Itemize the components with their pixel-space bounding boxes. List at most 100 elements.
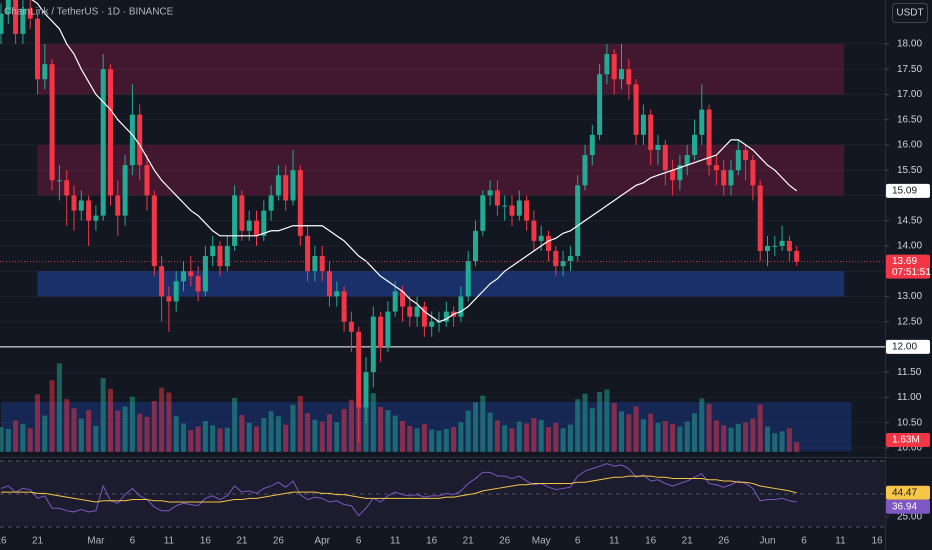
volume-bar [348, 399, 354, 452]
grid [0, 43, 885, 449]
x-tick-label: 21 [236, 536, 248, 547]
candle-body [210, 245, 216, 257]
volume-bar [151, 401, 157, 452]
candle-body [487, 190, 493, 196]
candle-body [5, 0, 11, 14]
candle-body [181, 271, 186, 282]
volume-bar [677, 426, 683, 452]
candle-body [465, 261, 471, 297]
candle-body [560, 261, 566, 267]
candle-body [575, 185, 581, 257]
volume-bar [49, 380, 55, 452]
candle-body [297, 170, 303, 236]
candle-body [421, 306, 427, 327]
volume-bar [604, 389, 610, 452]
volume-bar [319, 421, 325, 452]
x-tick-label: 6 [575, 536, 581, 547]
volume-bar [757, 404, 763, 452]
candle-body [786, 240, 792, 251]
volume-bar [743, 422, 749, 452]
volume-bar [290, 404, 296, 452]
volume-bar [173, 416, 179, 452]
candle-body [684, 155, 690, 166]
volume-bar [254, 426, 259, 452]
candle-body [407, 306, 413, 317]
candle-body [443, 311, 449, 322]
rsi-line [0, 463, 797, 517]
candle-body [735, 149, 741, 171]
x-tick-label: 21 [32, 536, 44, 547]
volume-bar [181, 423, 186, 452]
volume-bar [71, 408, 77, 452]
candle-body [188, 271, 194, 277]
volume-bar [524, 423, 530, 452]
volume-bar [246, 422, 252, 452]
volume-badge [886, 433, 930, 447]
candle-body [662, 144, 668, 171]
volume-bar [297, 396, 303, 452]
currency-button[interactable] [892, 3, 928, 23]
candle-body [765, 245, 770, 251]
candle-body [144, 165, 150, 196]
candle-body [42, 64, 48, 80]
volume-bar [327, 414, 332, 452]
zone [37, 271, 845, 297]
volume-bar [553, 422, 559, 452]
candle-body [699, 109, 705, 135]
volume-bar [5, 428, 11, 452]
candle-body [159, 266, 165, 297]
volume-bar [195, 426, 201, 452]
candle-body [502, 205, 508, 207]
candle-body [49, 64, 55, 181]
candle-body [429, 321, 435, 327]
x-tick-label: 6 [801, 536, 807, 547]
price-badge-label: 36.94 [892, 501, 917, 512]
candle-body [93, 215, 99, 221]
price-badge-label: 44.47 [892, 487, 917, 498]
volume-bar [655, 422, 661, 452]
x-tick-label: 16 [426, 536, 438, 547]
x-tick-label: Mar [87, 536, 105, 547]
volume-bar [144, 416, 150, 452]
x-tick-label: 11 [390, 536, 401, 547]
candle-body [619, 69, 624, 80]
volume-bar [86, 410, 92, 452]
currency-label[interactable]: USDT [896, 8, 923, 19]
volume-bar [42, 415, 48, 452]
volume-bar [13, 420, 19, 452]
volume-bar [589, 408, 595, 452]
volume-bar [268, 411, 274, 452]
candle-body [202, 256, 208, 292]
x-tick-label: 16 [200, 536, 212, 547]
y-tick-label: 11.00 [897, 392, 922, 403]
candle-body [692, 134, 697, 156]
volume-bar [786, 428, 792, 452]
x-tick-label: 16 [645, 536, 657, 547]
volume-bar [108, 388, 113, 452]
candle-body [290, 170, 296, 201]
x-tick-label: 11 [164, 536, 175, 547]
volume-bar [217, 428, 223, 452]
candle-body [64, 180, 70, 196]
candle-body [567, 256, 573, 262]
x-tick-label: 16 [0, 536, 7, 547]
volume-bar [502, 425, 508, 452]
x-tick-label: 6 [356, 536, 362, 547]
volume-bar [648, 413, 654, 452]
volume-bar [713, 420, 719, 452]
candle-body [137, 114, 143, 166]
chart-title: ChainLink / TetherUS · 1D · BINANCE [4, 7, 174, 18]
candle-body [239, 195, 245, 231]
volume-bar [56, 363, 62, 452]
candle-body [356, 331, 362, 408]
volume-bar [115, 410, 121, 452]
candle-body [275, 175, 281, 196]
volume-bar [283, 424, 289, 452]
volume-bar [772, 433, 778, 452]
volume-bar [706, 404, 712, 452]
volume-bar [429, 429, 435, 452]
volume-bar [794, 442, 800, 452]
countdown: 07:51:51 [892, 267, 931, 278]
candle-body [640, 114, 646, 135]
volume-bar [159, 387, 165, 452]
